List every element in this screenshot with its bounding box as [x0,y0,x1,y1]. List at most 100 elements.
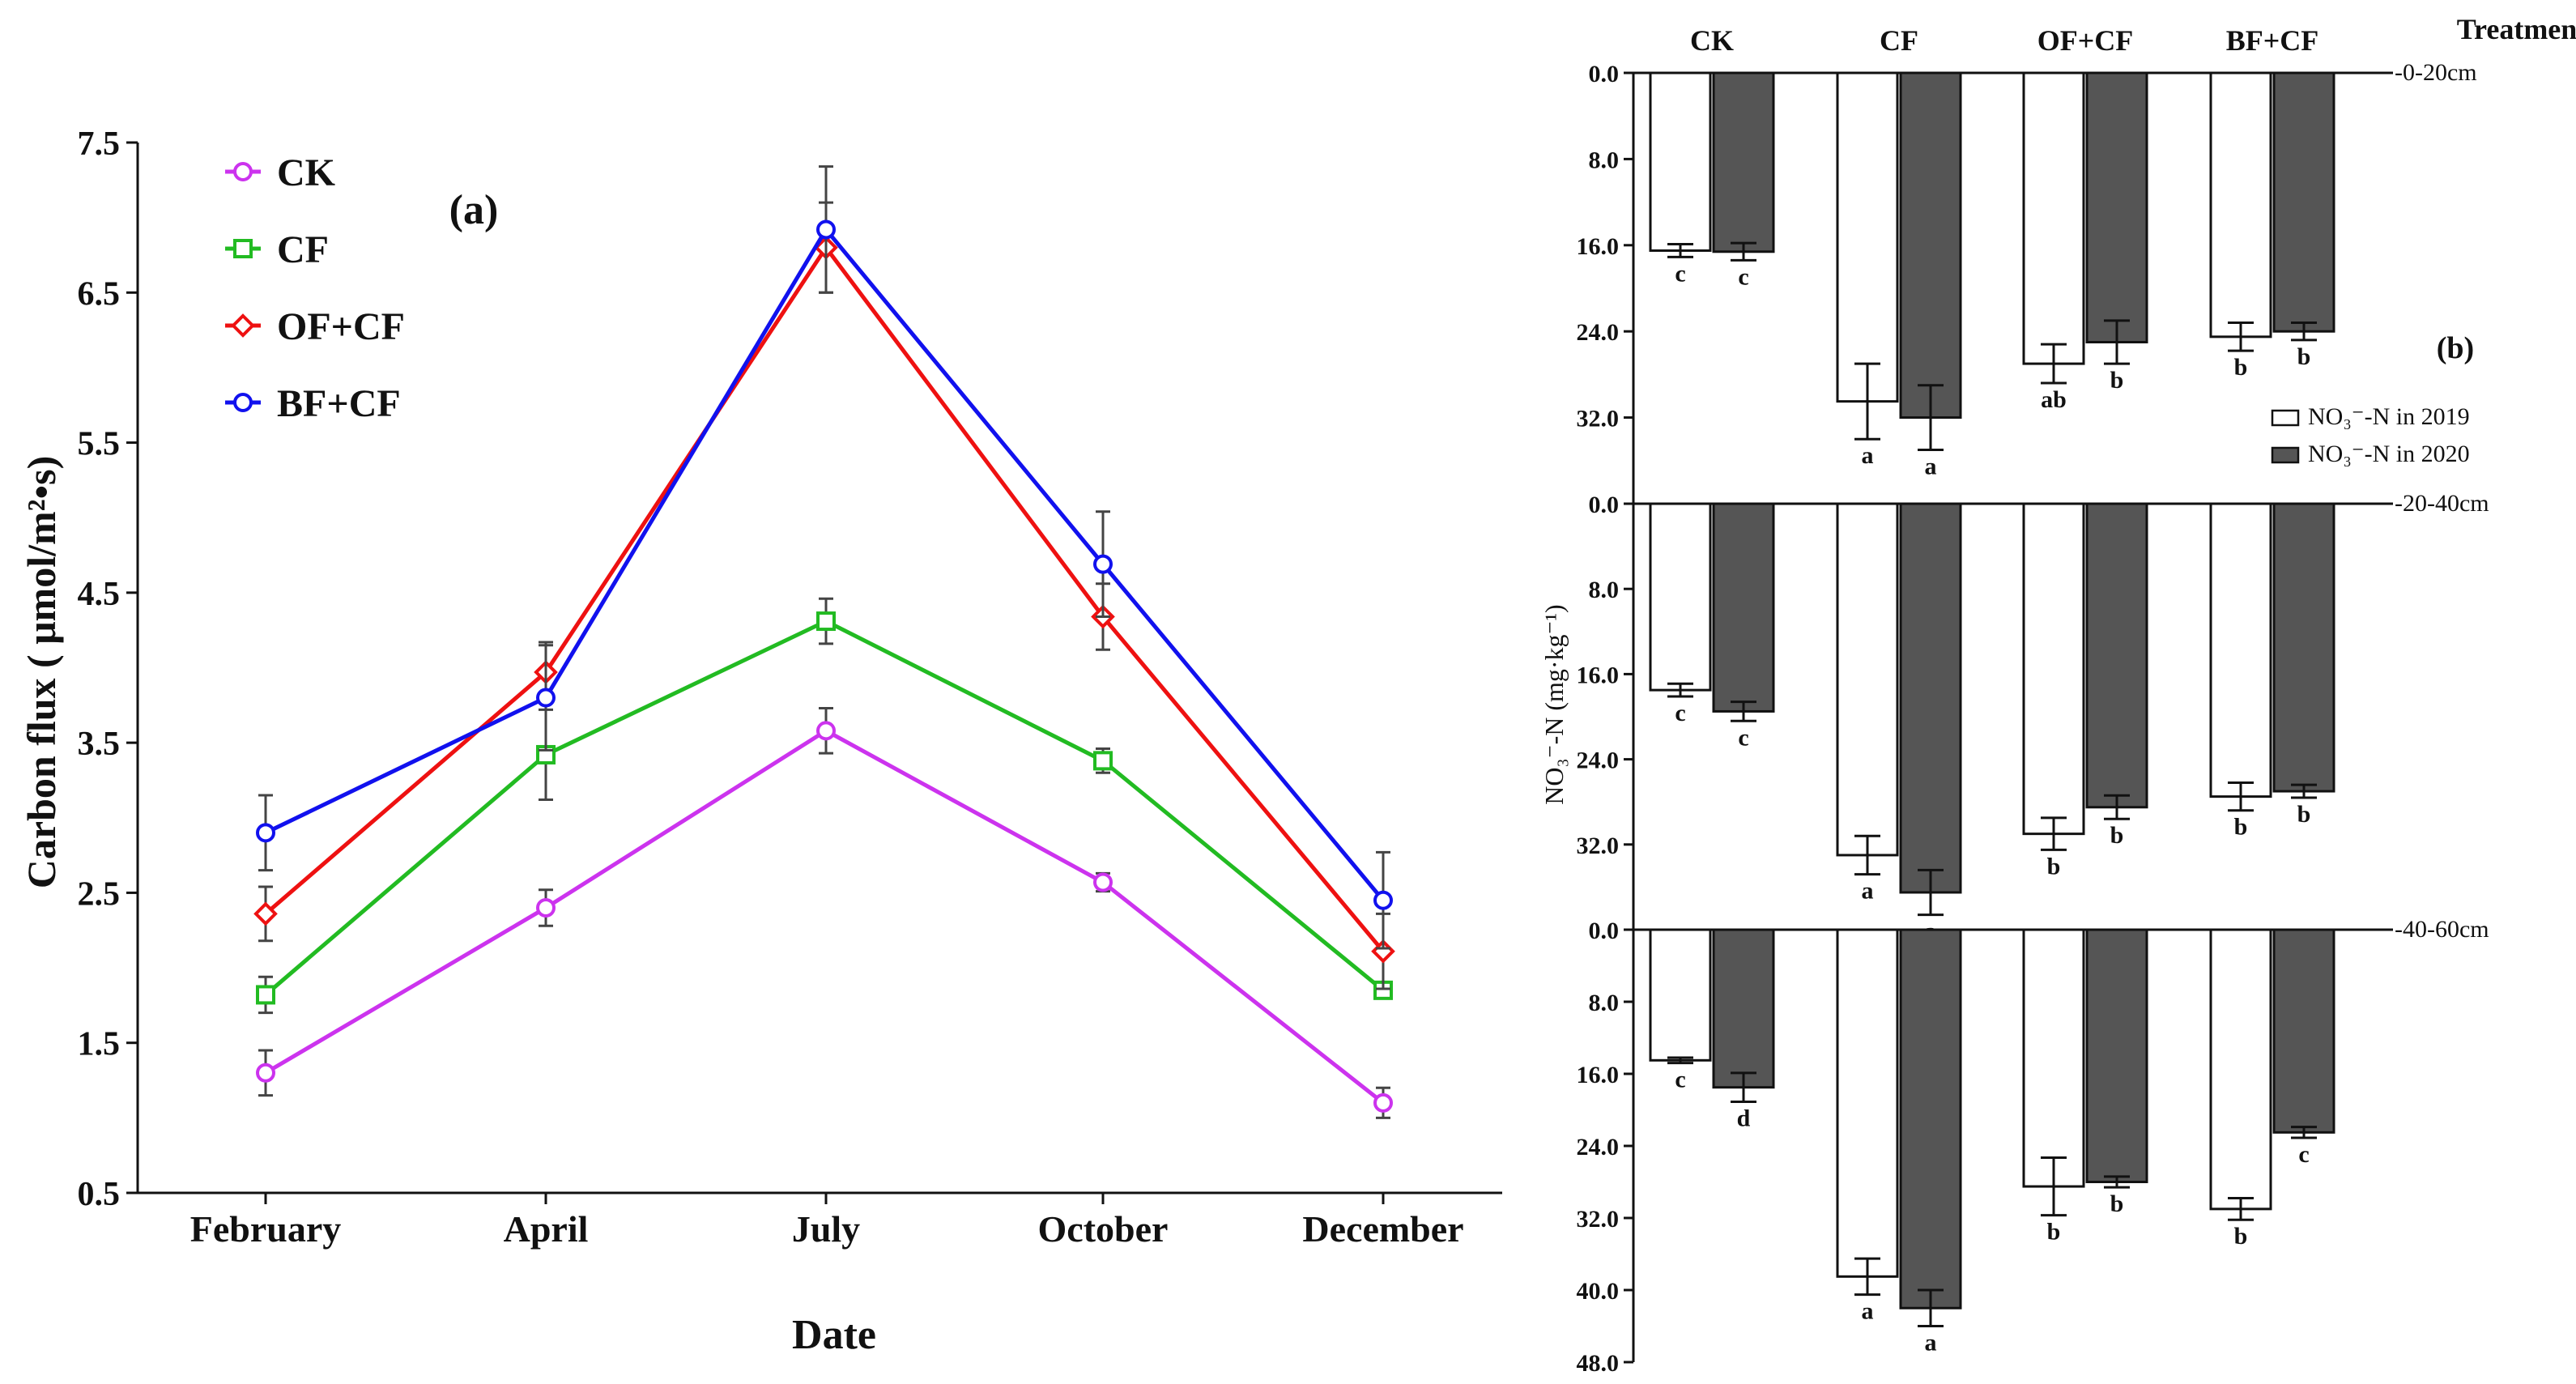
panel-a-xtick-label: February [190,1208,342,1250]
treatment-header: CK [1690,24,1734,57]
legend-label-2019: NO₃⁻-N in 2019 [2308,403,2470,430]
series-OF+CF [253,201,1395,990]
data-point [256,985,275,1005]
significance-letter: a [1862,878,1874,905]
bar-2019 [2022,928,2085,1188]
panel-b-ytick-label: 16.0 [1577,1062,1620,1088]
significance-letter: c [1675,700,1685,726]
legend-marker-CK [233,162,253,181]
significance-letter: b [2047,853,2061,879]
panel-a-ylabel: Carbon flux ( μmol/m²•s) [19,456,64,888]
panel-a-plot: 0.5 1.5 2.5 3.5 4.5 5.5 6.5 7.5 February April Jul… [78,126,1502,1250]
panel-b-ytick-label: 32.0 [1577,406,1620,432]
bar-2020 [1712,71,1775,253]
data-point [1373,890,1393,910]
panel-a-xlabel: Date [792,1312,876,1358]
bar-2020 [2085,502,2148,809]
significance-letter: c [1675,1067,1685,1093]
significance-letter: b [2110,822,2124,849]
significance-letter: b [2110,367,2124,394]
data-point [816,611,836,632]
data-point [1093,751,1113,771]
significance-letter: b [2297,801,2311,828]
panel-a-ytick-label: 6.5 [78,275,121,313]
panel-b-ytick-label: 32.0 [1577,833,1620,859]
panel-a-xtick-label: October [1038,1208,1169,1250]
panel-a-label: (a) [449,187,499,233]
panel-a-ytick-label: 3.5 [78,726,121,763]
bar-2019 [2209,502,2272,798]
panel-a-xtick-label: April [504,1208,589,1250]
significance-letter: b [2234,1223,2248,1250]
legend-label-OF+CF: OF+CF [277,305,405,348]
bar-2020 [1712,502,1775,713]
panel-b-ylabel: NO₃⁻-N (mg·kg⁻¹) [1539,604,1569,804]
legend-swatch-2020 [2271,446,2300,464]
series-line-CF [264,619,1385,997]
significance-letter: c [2298,1141,2309,1168]
panel-b-ytick-label: 48.0 [1577,1350,1620,1377]
panel-a-ytick-label: 0.5 [78,1176,121,1213]
panel-a-ytick-label: 7.5 [78,126,121,163]
bar-2020 [1899,71,1962,419]
bar-2019 [1836,502,1899,857]
panel-b-ytick-label: 32.0 [1577,1206,1620,1233]
significance-letter: c [1738,724,1748,751]
significance-letter: a [1862,1298,1874,1325]
panel-b-ytick-label: 0.0 [1589,918,1620,944]
bar-2019 [1649,71,1712,252]
panel-b-plot: CK CF OF+CF BF+CF -0-20cm 0.0 8.0 16.0 24.0 32.0 c… [1577,24,2489,1377]
panel-b-ytick-label: 24.0 [1577,319,1620,346]
bar-2019 [2022,502,2085,836]
treatment-header: OF+CF [2037,24,2134,57]
panel-b-label: (b) [2437,331,2474,365]
panel-b-ytick-label: 24.0 [1577,747,1620,774]
depth-label: -20-40cm [2395,490,2489,517]
panel-a-xtick-label: December [1302,1208,1463,1250]
panel-a-xtick-label: July [792,1208,860,1250]
data-point [816,721,836,741]
significance-letter: c [1675,260,1685,287]
bar-2020 [2272,928,2335,1134]
bar-2020 [2085,928,2148,1183]
panel-b-ytick-label: 8.0 [1589,577,1620,603]
panel-b-ytick-label: 24.0 [1577,1134,1620,1160]
bar-2020 [1712,928,1775,1089]
significance-letter: c [1738,263,1748,290]
significance-letter: b [2047,1219,2061,1246]
panel-b-ytick-label: 16.0 [1577,662,1620,688]
panel-b-ytick-label: 0.0 [1589,492,1620,518]
depth-panel-0-20cm: -0-20cm 0.0 8.0 16.0 24.0 32.0 c c a a ab b b b [1577,59,2477,504]
legend-label-BF+CF: BF+CF [277,382,401,425]
legend-label-CF: CF [277,228,329,271]
panel-b-legend: NO₃⁻-N in 2019 NO₃⁻-N in 2020 [2271,403,2470,467]
depth-label: -0-20cm [2395,59,2477,86]
legend-marker-BF+CF [233,393,253,412]
legend-swatch-2019 [2271,409,2300,427]
panel-b-ytick-label: 8.0 [1589,147,1620,173]
significance-letter: a [1925,1330,1937,1356]
panel-a-ytick-label: 1.5 [78,1026,121,1063]
series-BF+CF [256,165,1393,950]
significance-letter: b [2297,343,2311,370]
legend-marker-OF+CF [231,313,255,338]
series-line-CK [264,728,1385,1105]
treatment-header: CF [1880,24,1918,57]
bar-2019 [1649,928,1712,1062]
panel-a-ytick-label: 4.5 [78,576,121,613]
significance-letter: ab [2041,386,2067,413]
bar-2020 [2272,71,2335,333]
panel-a-ytick-label: 2.5 [78,875,121,913]
depth-label: -40-60cm [2395,916,2489,943]
panel-b-treatments-label: Treatments [2457,13,2576,45]
data-point [1373,1092,1393,1113]
significance-letter: a [1925,454,1937,480]
bar-2019 [1649,502,1712,692]
data-point [536,897,556,918]
bar-2019 [1836,71,1899,403]
panel-b-ytick-label: 40.0 [1577,1278,1620,1305]
panel-b-ytick-label: 0.0 [1589,61,1620,87]
series-CF [256,597,1393,1015]
